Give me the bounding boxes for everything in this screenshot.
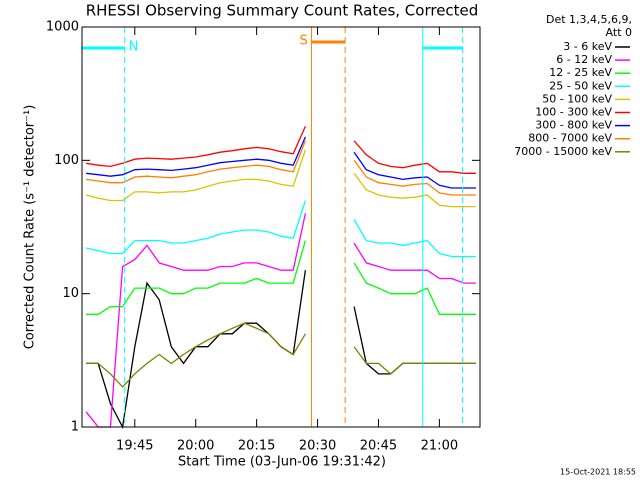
y-tick-label: 100 (54, 153, 79, 168)
series-line (85, 149, 476, 208)
legend-label: 25 - 50 keV (549, 79, 612, 92)
y-tick-label: 1000 (46, 20, 79, 35)
chart-title: RHESSI Observing Summary Count Rates, Co… (86, 2, 479, 20)
legend-label: 50 - 100 keV (542, 92, 612, 105)
legend-label: 3 - 6 keV (563, 40, 612, 53)
y-tick-label: 1 (71, 420, 79, 435)
footer: 15-Oct-2021 18:55 (560, 468, 636, 477)
series-line (85, 200, 476, 258)
legend-label: 6 - 12 keV (556, 53, 612, 66)
legend-label: 12 - 25 keV (549, 66, 612, 79)
y-axis-label: Corrected Count Rate (s⁻¹ detector⁻¹) (23, 105, 38, 350)
y-tick-label: 10 (62, 286, 79, 301)
x-tick-label: 20:30 (299, 439, 336, 454)
legend-header: Det 1,3,4,5,6,9, (546, 13, 632, 26)
series-line (86, 140, 476, 196)
legend-label: 100 - 300 keV (535, 106, 612, 119)
legend-header: Att 0 (606, 26, 632, 39)
x-tick-label: 21:00 (421, 439, 458, 454)
series-line (86, 240, 476, 315)
plot-frame (81, 26, 481, 428)
series-line (85, 213, 476, 428)
series-line (86, 136, 476, 189)
legend-label: 300 - 800 keV (535, 119, 612, 132)
legend-label: 7000 - 15000 keV (514, 145, 612, 158)
x-axis-label: Start Time (03-Jun-06 19:31:42) (178, 455, 386, 470)
interval-label: N (129, 40, 139, 55)
x-tick-label: 19:45 (116, 439, 153, 454)
interval-label: S (299, 34, 307, 49)
series-line (86, 270, 476, 430)
x-tick-label: 20:45 (360, 439, 397, 454)
series-line (86, 322, 476, 388)
x-tick-label: 20:00 (177, 439, 214, 454)
legend-label: 800 - 7000 keV (528, 132, 612, 145)
x-tick-label: 20:15 (238, 439, 275, 454)
series-line (85, 126, 476, 174)
